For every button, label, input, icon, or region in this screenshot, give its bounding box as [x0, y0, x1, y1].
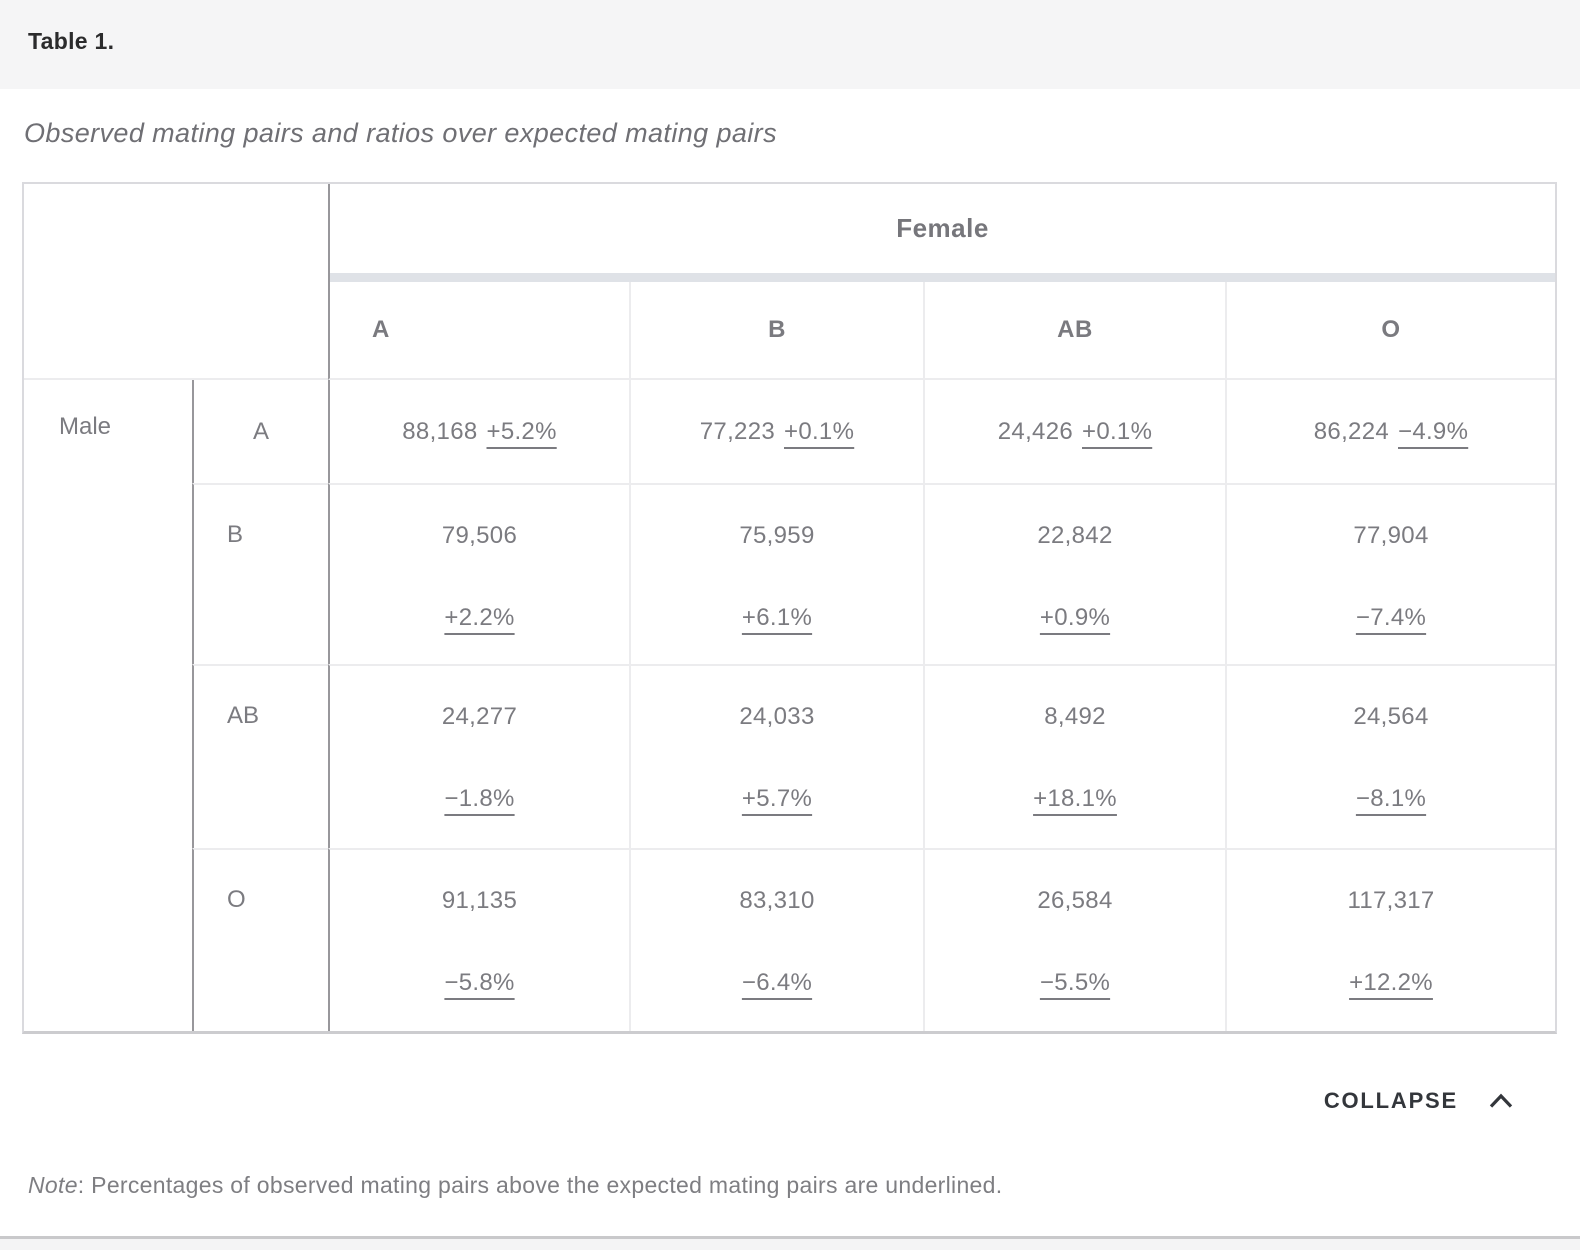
subheader-empty-cell: [24, 282, 328, 380]
table-title: Table 1.: [28, 28, 115, 54]
count-value: 22,842: [1037, 522, 1113, 549]
pct-value: +0.1%: [1082, 417, 1153, 445]
male-group-header: Male: [59, 413, 112, 440]
count-value: 26,584: [1037, 887, 1113, 914]
collapse-label: COLLAPSE: [1323, 1088, 1458, 1113]
cell-male-ab-female-ab: 8,492 +18.1%: [923, 664, 1225, 848]
pct-value: −1.8%: [444, 785, 515, 812]
count-value: 83,310: [739, 887, 815, 914]
count-value: 8,492: [1044, 703, 1106, 730]
pct-value: +5.7%: [741, 785, 813, 812]
collapse-button[interactable]: COLLAPSE: [1324, 1088, 1514, 1114]
pct-value: +6.1%: [741, 604, 813, 631]
count-value: 77,223: [699, 417, 775, 445]
cell-male-a-female-b: 77,223 +0.1%: [629, 380, 923, 483]
cell-male-o-female-a: 91,135 −5.8%: [328, 848, 629, 1031]
pct-value: −7.4%: [1355, 604, 1427, 631]
cell-male-ab-female-b: 24,033 +5.7%: [629, 664, 923, 848]
count-value: 77,904: [1353, 522, 1429, 549]
count-value: 91,135: [441, 887, 518, 914]
pct-value: −5.5%: [1039, 969, 1111, 996]
female-group-header: Female: [328, 184, 1555, 273]
female-divider-band: [328, 273, 1555, 282]
bottom-divider: [0, 1236, 1580, 1250]
cell-male-a-female-ab: 24,426 +0.1%: [923, 380, 1225, 483]
cell-male-a-female-a: 88,168 +5.2%: [328, 380, 629, 483]
mating-pairs-table: Female A B AB O Male A 88,168 +5.2% 77,2…: [22, 182, 1557, 1034]
cell-male-o-female-b: 83,310 −6.4%: [629, 848, 923, 1031]
chevron-up-icon: [1488, 1093, 1514, 1109]
count-value: 79,506: [441, 522, 518, 549]
cell-male-b-female-a: 79,506 +2.2%: [328, 483, 629, 664]
pct-value: +12.2%: [1349, 969, 1433, 996]
cell-male-o-female-ab: 26,584 −5.5%: [923, 848, 1225, 1031]
pct-value: −8.1%: [1355, 785, 1427, 812]
cell-male-o-female-o: 117,317 +12.2%: [1225, 848, 1555, 1031]
count-value: 24,277: [441, 703, 518, 730]
cell-male-ab-female-o: 24,564 −8.1%: [1225, 664, 1555, 848]
row-header-b: B: [192, 483, 328, 664]
table-note: Note: Percentages of observed mating pai…: [28, 1172, 1002, 1199]
corner-cell: [24, 184, 328, 282]
cell-male-a-female-o: 86,224 −4.9%: [1225, 380, 1555, 483]
cell-male-b-female-b: 75,959 +6.1%: [629, 483, 923, 664]
cell-male-b-female-o: 77,904 −7.4%: [1225, 483, 1555, 664]
col-header-b: B: [629, 282, 923, 380]
row-header-a: A: [192, 380, 328, 483]
pct-value: +0.9%: [1039, 604, 1111, 631]
col-header-a: A: [328, 282, 629, 380]
row-header-o: O: [192, 848, 328, 1031]
pct-value: −6.4%: [741, 969, 813, 996]
count-value: 117,317: [1347, 887, 1435, 914]
count-value: 88,168: [402, 417, 478, 445]
count-value: 24,033: [739, 703, 815, 730]
pct-value: +2.2%: [444, 604, 515, 631]
pct-value: +0.1%: [784, 417, 855, 445]
pct-value: +5.2%: [486, 417, 557, 445]
count-value: 75,959: [739, 522, 815, 549]
col-header-ab: AB: [923, 282, 1225, 380]
col-header-o: O: [1225, 282, 1555, 380]
cell-male-ab-female-a: 24,277 −1.8%: [328, 664, 629, 848]
note-prefix: Note: [28, 1172, 78, 1198]
pct-value: −5.8%: [444, 969, 515, 996]
table-caption: Observed mating pairs and ratios over ex…: [24, 118, 777, 148]
pct-value: −4.9%: [1398, 417, 1469, 445]
note-body: : Percentages of observed mating pairs a…: [77, 1172, 1003, 1198]
pct-value: +18.1%: [1033, 785, 1117, 812]
count-value: 86,224: [1313, 417, 1389, 445]
table-header-bar: Table 1.: [0, 0, 1580, 89]
cell-male-b-female-ab: 22,842 +0.9%: [923, 483, 1225, 664]
count-value: 24,564: [1353, 703, 1429, 730]
count-value: 24,426: [997, 417, 1073, 445]
row-header-ab: AB: [192, 664, 328, 848]
